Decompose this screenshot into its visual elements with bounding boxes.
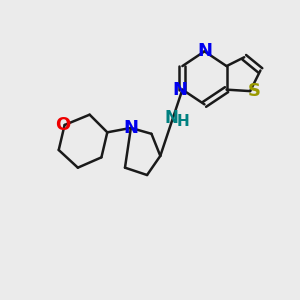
Text: N: N <box>164 109 178 127</box>
Text: N: N <box>123 119 138 137</box>
Text: H: H <box>177 114 190 129</box>
Text: N: N <box>172 81 188 99</box>
Text: O: O <box>56 116 71 134</box>
Text: S: S <box>248 82 261 100</box>
Text: N: N <box>197 42 212 60</box>
